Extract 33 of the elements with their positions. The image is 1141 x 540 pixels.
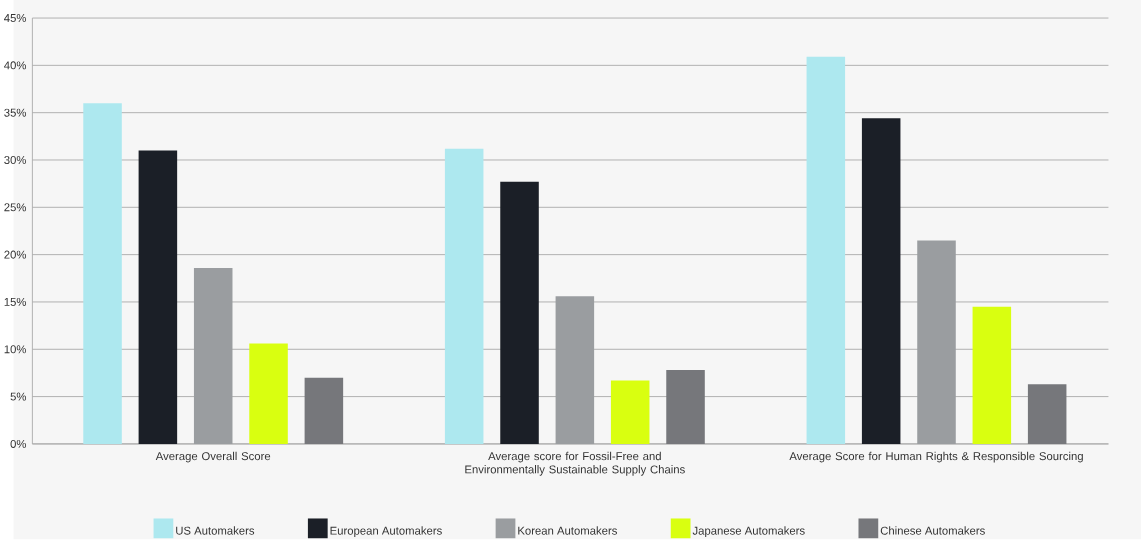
bar	[610, 380, 650, 444]
y-tick-label: 45%	[4, 13, 27, 22]
bar	[972, 306, 1012, 444]
y-tick-label: 25%	[4, 203, 27, 212]
x-tick-label: Average Score for Human Rights & Responsible Sourcing	[789, 451, 1083, 463]
y-tick-label: 20%	[4, 250, 27, 259]
legend-label: Korean Automakers	[518, 526, 617, 535]
legend-label: European Automakers	[330, 526, 442, 537]
y-tick-label: 15%	[4, 297, 27, 306]
x-tick-label: Average score for Fossil-Free and Environmentally Sustainable Supply Chains	[465, 451, 685, 476]
x-tick-label: Average Overall Score	[155, 451, 271, 463]
y-tick-label: 5%	[10, 392, 27, 401]
legend-label: Japanese Automakers	[692, 526, 805, 537]
bar	[193, 267, 233, 444]
bar	[1027, 384, 1067, 444]
bar	[861, 118, 901, 444]
bar	[138, 150, 178, 444]
bar	[83, 103, 122, 444]
legend-label: Chinese Automakers	[880, 526, 985, 535]
bar	[249, 343, 288, 444]
bar	[304, 377, 344, 444]
y-tick-label: 0%	[10, 439, 27, 448]
bar	[444, 148, 484, 444]
y-tick-label: 35%	[4, 108, 27, 117]
bar	[917, 240, 956, 444]
bar	[555, 296, 595, 444]
bar	[500, 181, 539, 444]
y-tick-label: 30%	[4, 155, 27, 164]
y-tick-label: 10%	[4, 345, 27, 354]
bar	[806, 56, 846, 444]
y-tick-label: 40%	[4, 61, 27, 70]
legend-label: US Automakers	[176, 526, 255, 535]
bar	[666, 370, 705, 444]
